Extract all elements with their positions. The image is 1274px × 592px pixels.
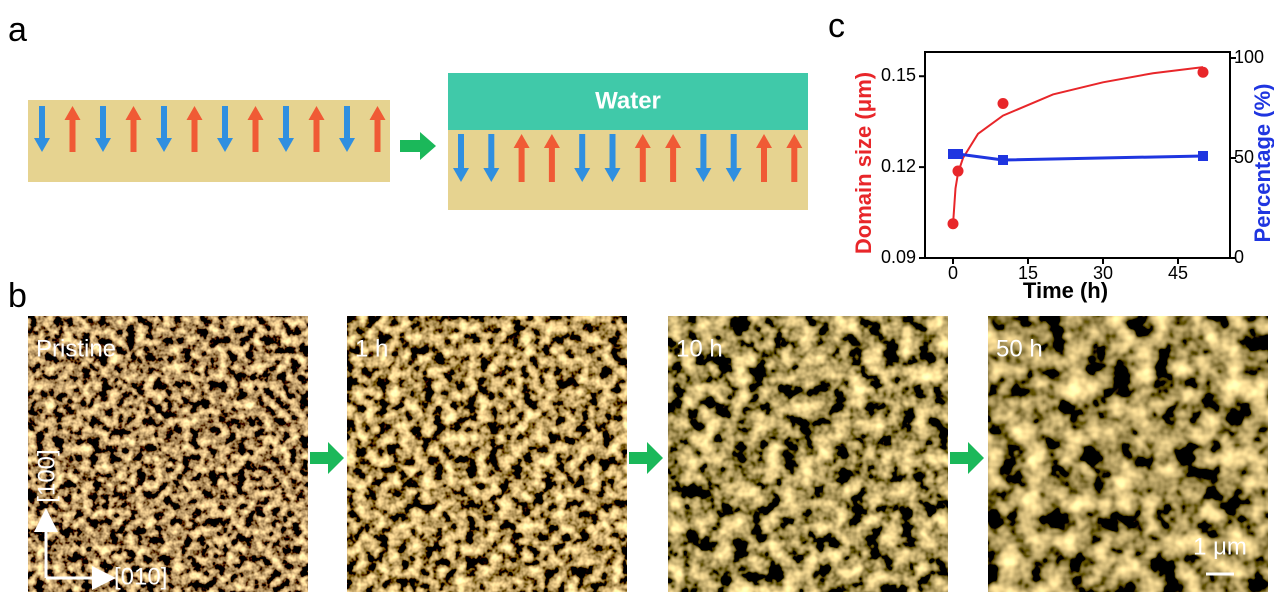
arrow-shaft [70,120,76,152]
arrow-shaft [731,134,737,168]
arrow-shaft [640,148,646,182]
arrow-shaft [670,148,676,182]
arrow-shaft [791,148,797,182]
arrow-shaft [579,134,585,168]
arrow-shaft [253,120,259,152]
image-label: Pristine [36,335,116,362]
arrow-shaft [344,106,350,138]
data-point [953,149,963,159]
y2-tick-label: 100 [1234,47,1264,67]
process-arrow [400,132,436,160]
data-point [948,218,959,229]
panel-label: c [828,7,845,45]
y2-tick-label: 0 [1234,247,1244,267]
arrow-shaft [488,134,494,168]
direction-label: [100] [33,449,60,502]
image-label: 10 h [676,335,723,362]
y2-axis-title: Percentage (%) [1250,84,1274,243]
film [448,130,808,210]
afm-images: Pristine 1 h 10 h 50 h [28,316,1268,592]
x-tick-label: 45 [1168,263,1188,283]
x-tick-label: 0 [948,263,958,283]
process-arrow [950,442,984,474]
panel-label: a [8,11,27,49]
data-point [1198,151,1208,161]
arrow-shaft [39,106,45,138]
arrow-shaft [519,148,525,182]
y-tick-label: 0.15 [881,65,916,85]
panel-label: b [8,277,27,315]
y-tick-label: 0.12 [881,156,916,176]
fit-curve [953,67,1203,225]
arrow-shaft [192,120,198,152]
data-point [998,98,1009,109]
scale-bar-label: 1 μm [1193,533,1247,560]
arrow-shaft [375,120,381,152]
arrow-shaft [100,106,106,138]
y-axis-title: Domain size (μm) [851,72,876,254]
x-axis-title: Time (h) [1023,278,1108,303]
y-tick-label: 0.09 [881,247,916,267]
afm-image [347,316,627,592]
water-label: Water [595,87,661,114]
series-line [953,154,1203,160]
arrow-shaft [314,120,320,152]
process-arrow [629,442,663,474]
arrow-shaft [549,148,555,182]
film [28,100,390,182]
arrow-shaft [222,106,228,138]
arrow-shaft [131,120,137,152]
arrow-shaft [283,106,289,138]
process-arrow [310,442,344,474]
data-point [998,155,1008,165]
arrow-shaft [458,134,464,168]
data-point [953,166,964,177]
image-label: 1 h [355,335,388,362]
image-label: 50 h [996,335,1043,362]
data-point [1198,67,1209,78]
arrow-shaft [761,148,767,182]
arrow-shaft [700,134,706,168]
arrow-shaft [161,106,167,138]
direction-label: [010] [114,563,167,590]
arrow-shaft [610,134,616,168]
figure: a b c Water Pristine 1 h 10 h 50 h [100] [0… [0,0,1274,592]
